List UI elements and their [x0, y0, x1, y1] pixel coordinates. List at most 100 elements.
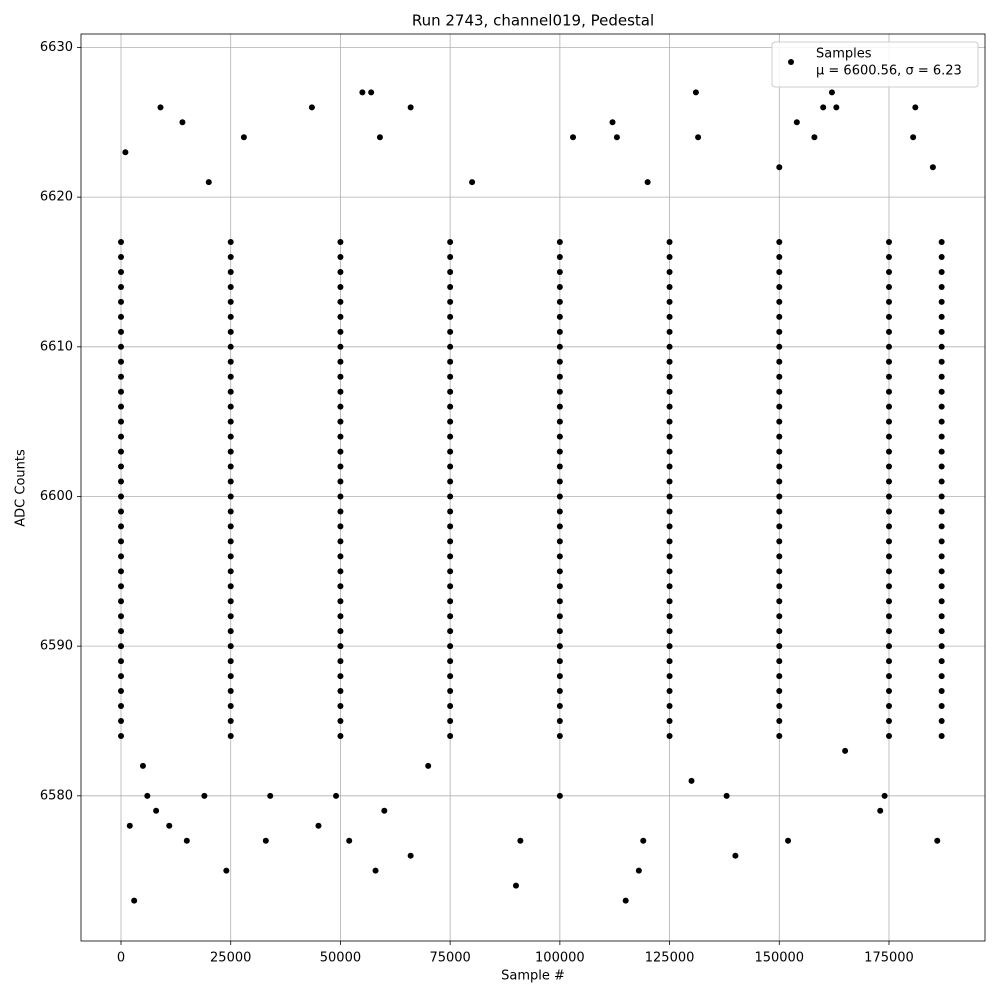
point — [179, 119, 186, 126]
point — [131, 897, 138, 904]
legend-note: μ = 6600.56, σ = 6.23 — [816, 64, 962, 79]
point — [938, 418, 945, 425]
point — [372, 867, 379, 874]
point — [556, 493, 563, 500]
point — [666, 538, 673, 545]
point — [118, 717, 125, 724]
point — [227, 239, 234, 246]
point — [118, 523, 125, 530]
point — [447, 643, 454, 650]
point — [556, 448, 563, 455]
point — [776, 538, 783, 545]
point — [842, 747, 849, 754]
point — [666, 343, 673, 350]
point — [886, 328, 893, 335]
point — [938, 298, 945, 305]
point — [886, 403, 893, 410]
point — [227, 658, 234, 665]
point — [886, 717, 893, 724]
point — [666, 463, 673, 470]
point — [227, 673, 234, 680]
point — [666, 598, 673, 605]
point — [556, 268, 563, 275]
point — [118, 598, 125, 605]
point — [337, 658, 344, 665]
point — [227, 388, 234, 395]
point — [886, 283, 893, 290]
point — [227, 508, 234, 515]
point — [118, 283, 125, 290]
point — [776, 553, 783, 560]
point — [938, 628, 945, 635]
point — [227, 523, 234, 530]
point — [938, 643, 945, 650]
point — [666, 433, 673, 440]
point — [666, 313, 673, 320]
point — [227, 478, 234, 485]
point — [447, 523, 454, 530]
point — [938, 538, 945, 545]
point — [666, 388, 673, 395]
point — [785, 837, 792, 844]
point — [183, 837, 190, 844]
x-tick-label: 150000 — [754, 951, 804, 966]
point — [118, 254, 125, 261]
point — [886, 343, 893, 350]
point — [776, 613, 783, 620]
point — [938, 388, 945, 395]
point — [227, 643, 234, 650]
point — [556, 403, 563, 410]
point — [644, 179, 651, 186]
point — [447, 343, 454, 350]
point — [886, 493, 893, 500]
point — [666, 717, 673, 724]
point — [881, 792, 888, 799]
point — [886, 313, 893, 320]
point — [337, 732, 344, 739]
point — [938, 313, 945, 320]
point — [447, 418, 454, 425]
point — [227, 448, 234, 455]
point — [938, 717, 945, 724]
point — [447, 508, 454, 515]
point — [666, 628, 673, 635]
point — [337, 343, 344, 350]
point — [938, 493, 945, 500]
point — [886, 463, 893, 470]
point — [447, 239, 454, 246]
point — [447, 478, 454, 485]
point — [227, 328, 234, 335]
point — [776, 493, 783, 500]
point — [776, 298, 783, 305]
point — [337, 283, 344, 290]
point — [447, 583, 454, 590]
point — [227, 493, 234, 500]
point — [776, 388, 783, 395]
point — [556, 433, 563, 440]
point — [227, 373, 234, 380]
point — [447, 388, 454, 395]
x-tick-label: 175000 — [864, 951, 914, 966]
point — [556, 283, 563, 290]
point — [118, 493, 125, 500]
point — [776, 598, 783, 605]
point — [118, 403, 125, 410]
point — [118, 688, 125, 695]
point — [337, 358, 344, 365]
point — [447, 568, 454, 575]
point — [886, 373, 893, 380]
point — [666, 478, 673, 485]
point — [512, 882, 519, 889]
point — [556, 478, 563, 485]
point — [556, 463, 563, 470]
point — [886, 268, 893, 275]
point — [938, 433, 945, 440]
point — [556, 688, 563, 695]
point — [938, 268, 945, 275]
point — [337, 239, 344, 246]
point — [126, 822, 133, 829]
point — [227, 717, 234, 724]
point — [227, 732, 234, 739]
point — [666, 673, 673, 680]
point — [938, 373, 945, 380]
